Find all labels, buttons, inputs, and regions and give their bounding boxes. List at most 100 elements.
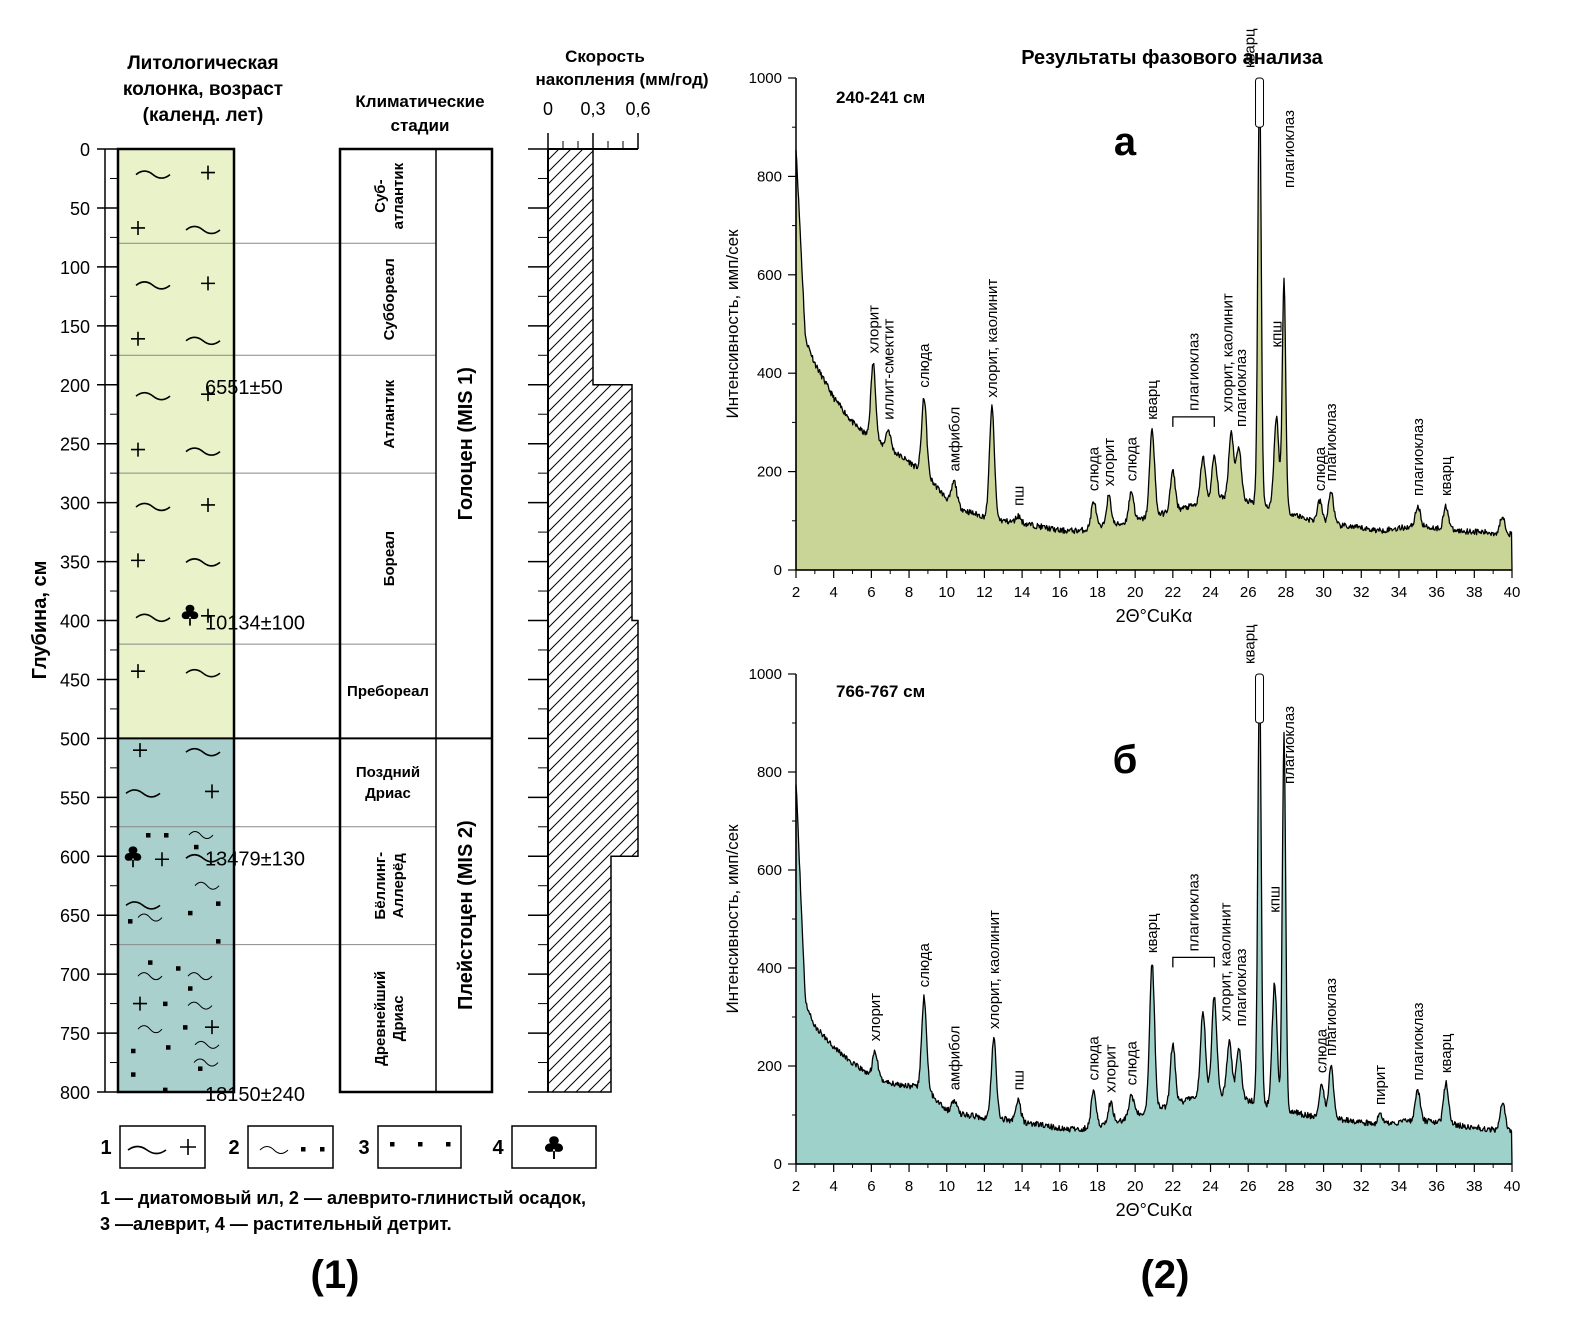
climate-stage-text: атлантик <box>390 162 407 229</box>
peak-label-text: плагиоклаз <box>1323 403 1340 481</box>
peak-label-text: хлорит, каолинит <box>986 910 1003 1029</box>
x-tick-label: 36 <box>1428 1178 1445 1195</box>
climate-stage-label: Атлантик <box>381 379 398 448</box>
silt-dot <box>131 1072 136 1077</box>
silt-dot <box>198 1066 203 1071</box>
legend-number: 2 <box>228 1137 239 1159</box>
x-tick-label: 14 <box>1014 584 1031 601</box>
peak-label-text: слюда <box>1086 446 1103 491</box>
climate-stage-text: Суб- <box>372 179 389 212</box>
climate-stage-text: Пребореал <box>347 683 429 700</box>
y-tick-label: 800 <box>757 764 782 781</box>
peak-label-text: слюда <box>916 343 933 388</box>
legend-caption-line: 3 —алеврит, 4 — растительный детрит. <box>100 1214 452 1234</box>
diatom-ooze-symbol <box>127 1145 167 1155</box>
silt-dot <box>163 1001 168 1007</box>
diatom-ooze-symbol <box>194 881 220 890</box>
peak-label-text: слюда <box>1123 1040 1140 1085</box>
silt-dot <box>128 919 133 924</box>
peak-label-text: амфибол <box>946 1026 963 1091</box>
x-tick-label: 32 <box>1353 1178 1370 1195</box>
peak-label: слюда <box>916 942 933 987</box>
plus-symbol <box>155 852 169 867</box>
climate-stage: Пребореал <box>347 683 429 700</box>
spectrum-letter: б <box>1113 738 1138 782</box>
climate-stage-text: Аллерёд <box>390 853 407 919</box>
peak-label: хлорит <box>1103 1044 1120 1092</box>
x-tick-label: 34 <box>1391 584 1408 601</box>
peak-label-text: пш <box>1010 486 1027 506</box>
y-tick-label: 200 <box>757 1058 782 1075</box>
diatom-ooze-symbol <box>185 336 221 346</box>
x-tick-label: 10 <box>938 1178 955 1195</box>
lithology-column: 6551±50 10134±100 13479±130 18150±240 <box>116 147 492 1106</box>
x-tick-label: 8 <box>905 584 913 601</box>
depth-tick-label: 200 <box>60 376 90 396</box>
peak-label: хлорит, каолинит <box>1219 293 1236 412</box>
epoch-label: Голоцен (MIS 1) <box>455 367 477 520</box>
climate-stage-label: Древнейший Дриас <box>372 971 407 1066</box>
rate-tick-label: 0,6 <box>625 99 650 119</box>
silt-dot <box>320 1147 325 1152</box>
peak-label: кварц <box>1438 456 1455 496</box>
depth-axis-title: Глубина, см <box>29 561 51 680</box>
x-tick-label: 16 <box>1051 1178 1068 1195</box>
peak-label-text: слюда <box>1086 1036 1103 1081</box>
climate-stage-text: Суббореал <box>381 258 398 340</box>
diatom-ooze-symbol <box>125 901 161 910</box>
climate-stage: Атлантик <box>381 379 398 448</box>
x-tick-label: 2 <box>792 1178 800 1195</box>
peak-label-text: кварц <box>1242 28 1259 68</box>
spectrum-area <box>795 79 1513 571</box>
diatom-ooze-symbol <box>125 789 161 798</box>
plagioclase-bracket <box>1172 416 1215 427</box>
plus-symbol <box>131 331 145 346</box>
peak-label-text: иллит-смектит <box>880 319 897 420</box>
x-tick-label: 12 <box>976 584 993 601</box>
peak-label: хлорит, каолинит <box>986 910 1003 1029</box>
silt-dot <box>148 960 153 965</box>
peak-label: слюда <box>1312 446 1329 491</box>
y-axis-title-text: Интенсивность, имп/сек <box>723 229 742 419</box>
litho-title-line: Литологическая <box>127 53 278 74</box>
peak-label: хлорит, каолинит <box>1217 902 1234 1021</box>
radiocarbon-age-label: 10134±100 <box>205 613 305 635</box>
legend-caption: 1 — диатомовый ил, 2 — алеврито-глинисты… <box>100 1188 586 1234</box>
plus-symbol <box>131 442 145 457</box>
y-axis-title-text: Интенсивность, имп/сек <box>723 824 742 1014</box>
x-tick-label: 16 <box>1051 584 1068 601</box>
radiocarbon-age-label: 18150±240 <box>205 1084 305 1106</box>
peak-label: слюда <box>1086 1036 1103 1081</box>
x-tick-label: 12 <box>976 1178 993 1195</box>
plus-symbol <box>131 220 145 235</box>
depth-tick-label: 150 <box>60 317 90 337</box>
x-axis-title: 2Θ°CuKα <box>1116 606 1193 626</box>
xrd-spectrum-a: 2 4 6 8 10 12 14 16 18 20 22 24 26 28 30 32 34 36 38 400200… <box>723 28 1520 626</box>
rate-tick-label: 0 <box>543 99 553 119</box>
peak-label: кпш <box>1268 321 1285 348</box>
peak-label: кварц <box>1242 624 1259 664</box>
diatom-ooze-symbol <box>194 1040 220 1049</box>
radiocarbon-age-label: 13479±130 <box>205 848 305 870</box>
y-tick-label: 400 <box>757 365 782 382</box>
plus-symbol <box>133 996 147 1011</box>
silt-dot <box>216 939 221 944</box>
diatom-ooze-symbol <box>185 668 221 678</box>
peak-label-text: амфибол <box>946 407 963 472</box>
y-tick-label: 600 <box>757 267 782 284</box>
silt-dot <box>146 833 151 838</box>
x-axis-title: 2Θ°CuKα <box>1116 1200 1193 1220</box>
plus-symbol <box>201 497 215 512</box>
diatom-ooze-symbol <box>135 391 171 401</box>
panel-2-label: (2) <box>1141 1253 1190 1297</box>
y-tick-label: 0 <box>774 1156 782 1173</box>
sample-depth-label: 240-241 см <box>836 88 925 107</box>
plus-symbol <box>201 608 215 623</box>
climate-stage: Бореал <box>381 531 398 586</box>
silt-dot <box>164 833 169 838</box>
rate-title: Скорость накопления (мм/год) <box>535 47 708 89</box>
diatom-ooze-symbol <box>193 1058 219 1067</box>
peak-label-text: хлорит, каолинит <box>984 279 1001 398</box>
peak-label-text: хлорит, каолинит <box>1217 902 1234 1021</box>
